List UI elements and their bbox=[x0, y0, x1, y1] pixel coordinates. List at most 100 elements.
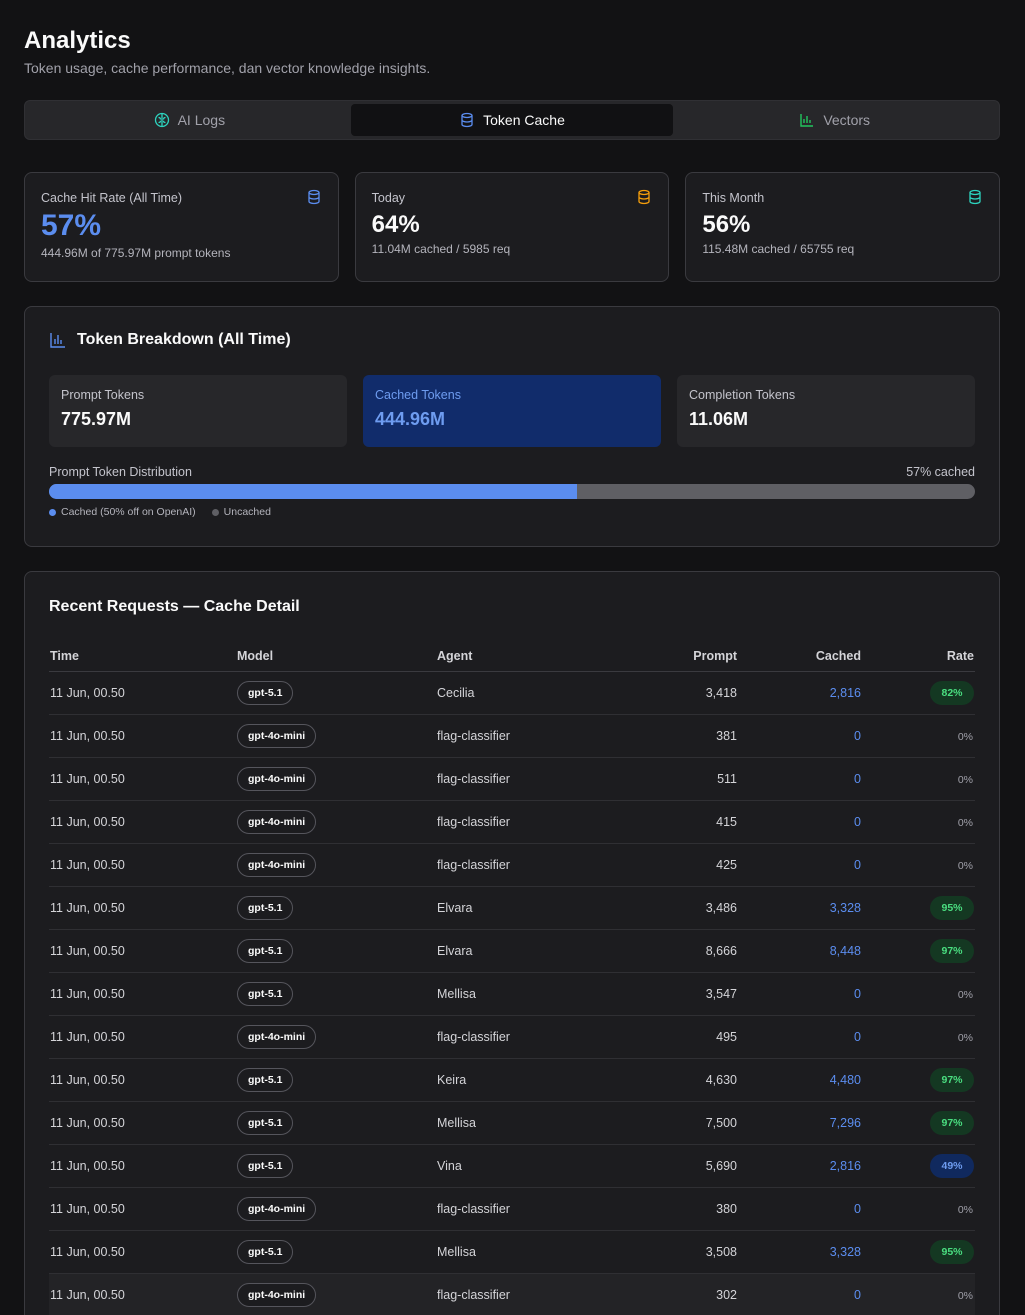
stat-label: Cache Hit Rate (All Time) bbox=[41, 191, 183, 205]
tab-label: Token Cache bbox=[483, 112, 565, 128]
database-icon bbox=[461, 112, 473, 128]
model-pill: gpt-5.1 bbox=[237, 1067, 294, 1092]
model-pill: gpt-4o-mini bbox=[237, 1024, 317, 1049]
cell-prompt: 425 bbox=[636, 843, 738, 887]
stat-value: 56% bbox=[702, 211, 751, 238]
cell-model: gpt-4o-mini bbox=[236, 800, 436, 844]
distribution-legend: Cached (50% off on OpenAI) Uncached bbox=[49, 506, 975, 518]
rate-badge: 0% bbox=[957, 773, 973, 786]
column-header-agent[interactable]: Agent bbox=[436, 641, 636, 672]
cell-cached: 4,480 bbox=[738, 1058, 862, 1102]
cell-prompt: 7,500 bbox=[636, 1101, 738, 1145]
cell-rate: 49% bbox=[862, 1144, 975, 1188]
cell-prompt: 5,690 bbox=[636, 1144, 738, 1188]
cached-percent-label: 57% cached bbox=[906, 465, 975, 479]
model-pill: gpt-4o-mini bbox=[237, 852, 317, 877]
cell-agent: flag-classifier bbox=[436, 757, 636, 801]
distribution-bar bbox=[49, 484, 975, 499]
cell-prompt: 302 bbox=[636, 1273, 738, 1315]
stat-label: This Month bbox=[702, 191, 765, 205]
model-pill: gpt-4o-mini bbox=[237, 809, 317, 834]
cell-agent: Elvara bbox=[436, 886, 636, 930]
cell-prompt: 495 bbox=[636, 1015, 738, 1059]
table-row[interactable]: 11 Jun, 00.50 gpt-4o-mini flag-classifier 4… bbox=[49, 843, 975, 887]
table-row[interactable]: 11 Jun, 00.50 gpt-5.1 Cecilia 3,418 2,816 82% bbox=[49, 671, 975, 715]
panel-title: Token Breakdown (All Time) bbox=[49, 331, 975, 349]
cell-time: 11 Jun, 00.50 bbox=[49, 757, 236, 801]
distribution-header: Prompt Token Distribution 57% cached bbox=[49, 465, 975, 479]
model-pill: gpt-5.1 bbox=[237, 938, 294, 963]
database-icon bbox=[638, 189, 650, 205]
column-header-cached[interactable]: Cached bbox=[738, 641, 862, 672]
stat-card-hit-rate: Cache Hit Rate (All Time) 57% 444.96M of… bbox=[24, 172, 339, 282]
cell-rate: 0% bbox=[862, 843, 975, 887]
rate-badge: 0% bbox=[957, 1289, 973, 1302]
database-icon bbox=[969, 189, 981, 205]
cell-rate: 97% bbox=[862, 1101, 975, 1145]
tab-vectors[interactable]: Vectors bbox=[673, 104, 996, 136]
cell-model: gpt-5.1 bbox=[236, 1230, 436, 1274]
cell-agent: flag-classifier bbox=[436, 800, 636, 844]
cell-agent: flag-classifier bbox=[436, 1015, 636, 1059]
table-row[interactable]: 11 Jun, 00.50 gpt-5.1 Elvara 3,486 3,328 95% bbox=[49, 886, 975, 930]
rate-badge: 95% bbox=[930, 1239, 974, 1264]
tab-ai-logs[interactable]: AI Logs bbox=[28, 104, 351, 136]
cell-cached: 3,328 bbox=[738, 1230, 862, 1274]
model-pill: gpt-5.1 bbox=[237, 1153, 294, 1178]
cell-cached: 0 bbox=[738, 972, 862, 1016]
cell-rate: 0% bbox=[862, 757, 975, 801]
column-header-model[interactable]: Model bbox=[236, 641, 436, 672]
cell-prompt: 3,508 bbox=[636, 1230, 738, 1274]
cell-time: 11 Jun, 00.50 bbox=[49, 1015, 236, 1059]
cell-time: 11 Jun, 00.50 bbox=[49, 929, 236, 973]
table-row[interactable]: 11 Jun, 00.50 gpt-5.1 Mellisa 3,508 3,328 95% bbox=[49, 1230, 975, 1274]
cell-model: gpt-5.1 bbox=[236, 1058, 436, 1102]
table-header-row: Time Model Agent Prompt Cached Rate bbox=[49, 641, 975, 672]
model-pill: gpt-5.1 bbox=[237, 895, 294, 920]
cell-cached: 0 bbox=[738, 1015, 862, 1059]
stat-label: Today bbox=[371, 191, 406, 205]
breakdown-title: Token Breakdown (All Time) bbox=[77, 331, 291, 348]
table-row[interactable]: 11 Jun, 00.50 gpt-4o-mini flag-classifier 4… bbox=[49, 1015, 975, 1059]
cell-cached: 0 bbox=[738, 843, 862, 887]
column-header-rate[interactable]: Rate bbox=[862, 641, 975, 672]
table-row[interactable]: 11 Jun, 00.50 gpt-5.1 Mellisa 7,500 7,296 97% bbox=[49, 1101, 975, 1145]
table-row[interactable]: 11 Jun, 00.50 gpt-5.1 Vina 5,690 2,816 49% bbox=[49, 1144, 975, 1188]
rate-badge: 0% bbox=[957, 859, 973, 872]
column-header-prompt[interactable]: Prompt bbox=[636, 641, 738, 672]
model-pill: gpt-5.1 bbox=[237, 981, 294, 1006]
cell-agent: flag-classifier bbox=[436, 714, 636, 758]
tile-completion-tokens: Completion Tokens 11.06M bbox=[677, 375, 975, 447]
table-row[interactable]: 11 Jun, 00.50 gpt-4o-mini flag-classifier 3… bbox=[49, 1273, 975, 1315]
stat-card-today: Today 64% 11.04M cached / 5985 req bbox=[354, 172, 670, 282]
table-row[interactable]: 11 Jun, 00.50 gpt-4o-mini flag-classifier 3… bbox=[49, 714, 975, 758]
table-row[interactable]: 11 Jun, 00.50 gpt-4o-mini flag-classifier 5… bbox=[49, 757, 975, 801]
table-row[interactable]: 11 Jun, 00.50 gpt-4o-mini flag-classifier 3… bbox=[49, 1187, 975, 1231]
tile-prompt-tokens: Prompt Tokens 775.97M bbox=[49, 375, 347, 447]
column-header-time[interactable]: Time bbox=[49, 641, 236, 672]
table-row[interactable]: 11 Jun, 00.50 gpt-4o-mini flag-classifier 4… bbox=[49, 800, 975, 844]
legend-cached: Cached (50% off on OpenAI) bbox=[49, 506, 196, 518]
cell-agent: Mellisa bbox=[436, 1101, 636, 1145]
token-breakdown-panel: Token Breakdown (All Time) Prompt Tokens… bbox=[24, 306, 1000, 547]
table-row[interactable]: 11 Jun, 00.50 gpt-5.1 Elvara 8,666 8,448 97% bbox=[49, 929, 975, 973]
table-row[interactable]: 11 Jun, 00.50 gpt-5.1 Keira 4,630 4,480 97% bbox=[49, 1058, 975, 1102]
model-pill: gpt-5.1 bbox=[237, 1239, 294, 1264]
analytics-tabs: AI Logs Token Cache Vectors bbox=[24, 100, 1000, 140]
cell-model: gpt-4o-mini bbox=[236, 757, 436, 801]
cell-agent: flag-classifier bbox=[436, 843, 636, 887]
cell-agent: Mellisa bbox=[436, 972, 636, 1016]
rate-badge: 0% bbox=[957, 1203, 973, 1216]
legend-label: Uncached bbox=[223, 506, 271, 518]
cell-prompt: 511 bbox=[636, 757, 738, 801]
tab-token-cache[interactable]: Token Cache bbox=[350, 104, 674, 136]
recent-requests-panel: Recent Requests — Cache Detail Time Mode… bbox=[24, 571, 1000, 1315]
cell-model: gpt-5.1 bbox=[236, 1101, 436, 1145]
page-subtitle: Token usage, cache performance, dan vect… bbox=[24, 60, 431, 76]
tile-label: Completion Tokens bbox=[689, 388, 796, 402]
model-pill: gpt-4o-mini bbox=[237, 1282, 317, 1307]
table-row[interactable]: 11 Jun, 00.50 gpt-5.1 Mellisa 3,547 0 0% bbox=[49, 972, 975, 1016]
rate-badge: 0% bbox=[957, 988, 973, 1001]
cell-rate: 95% bbox=[862, 886, 975, 930]
